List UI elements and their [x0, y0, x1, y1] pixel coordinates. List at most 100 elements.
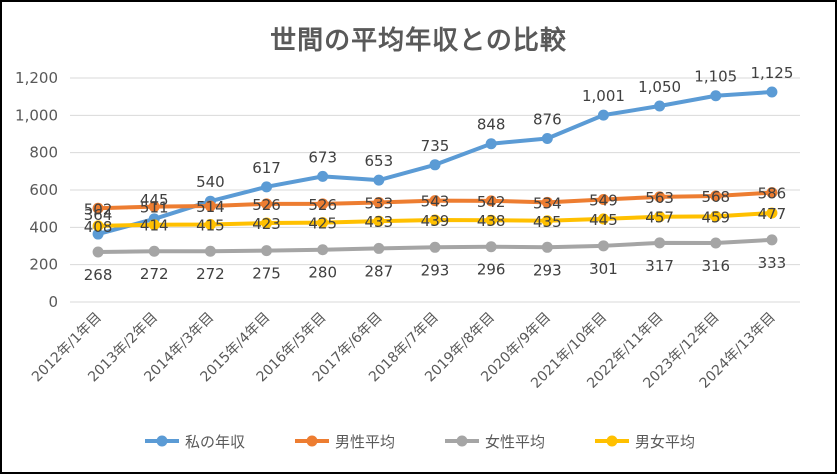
data-label: 272	[140, 265, 169, 283]
y-axis-ticks: 0 200 400 600 800 1,000 1,200	[15, 69, 58, 311]
data-label: 301	[589, 260, 618, 278]
data-label: 425	[308, 215, 337, 233]
data-label: 435	[533, 213, 562, 231]
data-label: 735	[421, 137, 450, 155]
data-label: 408	[84, 218, 113, 236]
data-point	[204, 200, 216, 212]
data-label: 317	[645, 257, 674, 275]
data-point	[710, 190, 722, 202]
y-tick-label: 0	[48, 293, 58, 311]
data-label: 876	[533, 110, 562, 128]
data-label: 280	[308, 264, 337, 282]
data-point	[710, 237, 722, 249]
data-label: 296	[477, 261, 506, 279]
data-point	[710, 90, 722, 102]
legend-label: 私の年収	[185, 433, 245, 451]
data-point	[261, 198, 273, 210]
data-point	[766, 234, 778, 246]
data-point	[597, 213, 609, 225]
data-label: 543	[421, 193, 450, 211]
data-point	[485, 138, 497, 150]
series-lines	[92, 86, 778, 258]
data-point	[204, 219, 216, 231]
data-label: 316	[701, 257, 730, 275]
data-label: 542	[477, 193, 506, 211]
data-label: 333	[758, 254, 787, 272]
data-point	[92, 228, 104, 240]
data-label: 445	[589, 211, 618, 229]
data-label: 540	[196, 173, 225, 191]
data-point	[261, 217, 273, 229]
data-point	[541, 215, 553, 227]
data-point	[373, 174, 385, 186]
data-point	[654, 237, 666, 249]
data-label: 568	[701, 188, 730, 206]
data-point	[541, 132, 553, 144]
data-point	[317, 244, 329, 256]
data-label: 439	[421, 212, 450, 230]
data-label: 1,050	[638, 78, 681, 96]
data-point	[261, 181, 273, 193]
data-point	[373, 242, 385, 254]
data-point	[654, 100, 666, 112]
data-label: 438	[477, 212, 506, 230]
data-label: 1,105	[694, 68, 737, 86]
data-point	[261, 245, 273, 257]
data-label: 287	[365, 262, 394, 280]
data-label: 1,001	[582, 87, 625, 105]
data-label: 433	[365, 213, 394, 231]
y-tick-label: 1,200	[15, 69, 58, 87]
data-label: 459	[701, 208, 730, 226]
legend-label: 女性平均	[485, 433, 545, 451]
data-point	[541, 196, 553, 208]
data-point	[148, 245, 160, 257]
data-point	[204, 245, 216, 257]
data-point	[485, 214, 497, 226]
data-label: 534	[533, 194, 562, 212]
data-point	[654, 191, 666, 203]
data-point	[92, 220, 104, 232]
chart-title: 世間の平均年収との比較	[270, 26, 567, 56]
data-label: 848	[477, 116, 506, 134]
data-label: 511	[140, 199, 169, 217]
y-tick-label: 400	[29, 218, 58, 236]
y-tick-label: 1,000	[15, 106, 58, 124]
data-point	[92, 246, 104, 258]
data-label: 415	[196, 217, 225, 235]
data-point	[766, 187, 778, 199]
data-label: 1,125	[750, 64, 793, 82]
legend-swatch-marker	[156, 435, 168, 447]
gridlines	[70, 77, 800, 303]
data-point	[597, 194, 609, 206]
legend-swatch-marker	[306, 435, 318, 447]
data-labels: 364 445 540 617 673 653 735 848 876 1,001 1,050 1,1…	[84, 64, 794, 284]
data-label: 653	[365, 152, 394, 170]
data-label: 293	[421, 261, 450, 279]
data-point	[485, 195, 497, 207]
data-label: 673	[308, 148, 337, 166]
y-tick-label: 600	[29, 181, 58, 199]
y-tick-label: 200	[29, 256, 58, 274]
data-label: 563	[645, 189, 674, 207]
data-label: 533	[365, 195, 394, 213]
x-axis-ticks: 2012年/1年目2013年/2年目2014年/3年目2015年/4年目2016…	[29, 310, 779, 392]
data-label: 268	[84, 266, 113, 284]
data-label: 293	[533, 261, 562, 279]
data-label: 617	[252, 159, 281, 177]
data-label: 272	[196, 265, 225, 283]
data-point	[148, 219, 160, 231]
data-label: 457	[645, 209, 674, 227]
legend-label: 男性平均	[335, 433, 395, 451]
data-point	[597, 109, 609, 121]
legend-label: 男女平均	[635, 433, 695, 451]
data-label: 445	[140, 191, 169, 209]
legend: 私の年収 男性平均 女性平均 男女平均	[145, 433, 695, 451]
data-point	[317, 170, 329, 182]
data-label: 586	[758, 185, 787, 203]
data-point	[429, 159, 441, 171]
data-point	[710, 210, 722, 222]
data-point	[429, 195, 441, 207]
data-point	[597, 240, 609, 252]
data-point	[429, 241, 441, 253]
